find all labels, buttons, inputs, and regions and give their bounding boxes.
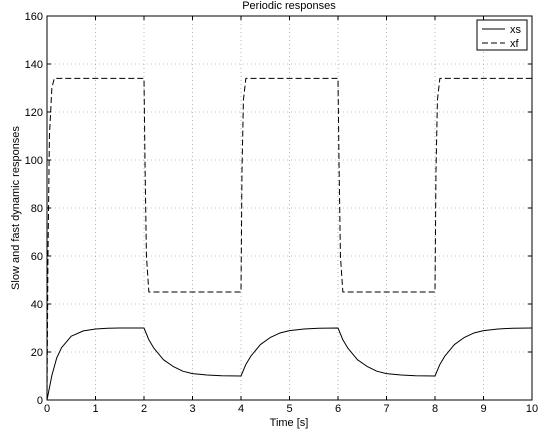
- x-tick-label: 3: [189, 403, 195, 415]
- y-tick-label: 60: [31, 251, 43, 263]
- legend: xs xf: [476, 19, 528, 51]
- x-tick-label: 0: [44, 403, 50, 415]
- x-tick-label: 4: [238, 403, 244, 415]
- x-tick-label: 1: [92, 403, 98, 415]
- legend-label-xf: xf: [510, 38, 520, 50]
- chart-title: Periodic responses: [242, 0, 336, 12]
- x-axis: 0 1 2 3 4 5 6 7 8 9 10: [44, 16, 538, 415]
- legend-label-xs: xs: [510, 24, 522, 36]
- series-line-xf: [46, 77, 532, 401]
- y-tick-label: 40: [31, 299, 43, 311]
- x-tick-label: 9: [480, 403, 486, 415]
- x-tick-label: 7: [383, 403, 389, 415]
- y-tick-label: 80: [31, 203, 43, 215]
- y-tick-label: 100: [25, 155, 43, 167]
- x-tick-label: 10: [526, 403, 538, 415]
- y-tick-label: 120: [25, 107, 43, 119]
- y-tick-label: 0: [37, 395, 43, 407]
- y-tick-label: 140: [25, 59, 43, 71]
- x-tick-label: 2: [141, 403, 147, 415]
- x-axis-title: Time [s]: [270, 417, 309, 429]
- y-tick-label: 160: [25, 11, 43, 23]
- grid-lines: [47, 16, 532, 400]
- x-tick-label: 6: [335, 403, 341, 415]
- legend-box: [476, 19, 528, 51]
- y-axis-title: Slow and fast dynamic responses: [10, 126, 22, 290]
- y-axis: 0 20 40 60 80 100 120 140 160: [25, 11, 532, 407]
- plot-border: [46, 15, 533, 401]
- y-tick-label: 20: [31, 347, 43, 359]
- x-tick-label: 5: [286, 403, 292, 415]
- x-tick-label: 8: [432, 403, 438, 415]
- series-line-xs: [46, 327, 533, 401]
- series-layer: [46, 77, 533, 401]
